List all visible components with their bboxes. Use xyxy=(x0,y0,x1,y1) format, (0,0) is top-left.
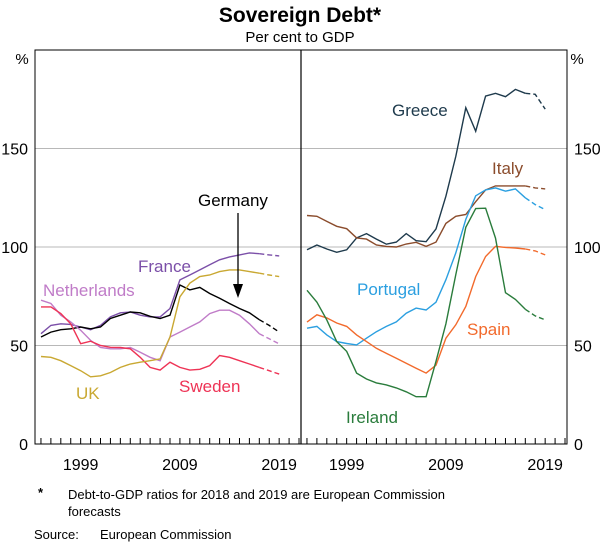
x-tick-label: 1999 xyxy=(63,457,99,474)
series-forecast-sweden xyxy=(259,366,280,375)
footnote-line1: Debt-to-GDP ratios for 2018 and 2019 are… xyxy=(68,487,445,502)
series-line-greece xyxy=(306,88,526,254)
series-forecast-germany xyxy=(258,319,280,333)
series-line-italy xyxy=(306,185,526,248)
series-line-ireland xyxy=(306,207,526,398)
x-tick-label: 2009 xyxy=(428,457,464,474)
footnote-marker: * xyxy=(38,485,44,500)
series-label-greece: Greece xyxy=(392,101,448,120)
series-label-ireland: Ireland xyxy=(346,408,398,427)
source-text: European Commission xyxy=(100,527,232,542)
series-forecast-spain xyxy=(525,248,546,256)
y-tick-label: 0 xyxy=(574,437,583,454)
y-unit-right: % xyxy=(570,51,583,68)
series-forecast-portugal xyxy=(524,197,546,211)
series-line-spain xyxy=(306,245,526,374)
series-label-portugal: Portugal xyxy=(357,280,420,299)
chart-title: Sovereign Debt* xyxy=(219,4,382,27)
series-line-portugal xyxy=(306,187,526,346)
y-tick-label: 150 xyxy=(574,142,600,159)
series-label-uk: UK xyxy=(76,384,100,403)
series-forecast-france xyxy=(259,253,280,257)
y-tick-label: 100 xyxy=(574,240,600,257)
series-line-netherlands xyxy=(40,299,260,362)
x-tick-label: 2009 xyxy=(162,457,198,474)
series-forecast-ireland xyxy=(524,308,546,321)
y-tick-label: 100 xyxy=(1,240,28,257)
y-tick-label: 50 xyxy=(10,339,28,356)
series-forecast-uk xyxy=(259,272,280,278)
series-line-uk xyxy=(40,269,260,378)
series-label-netherlands: Netherlands xyxy=(43,281,135,300)
y-unit-left: % xyxy=(15,51,28,68)
series-label-spain: Spain xyxy=(467,320,510,339)
x-tick-label: 1999 xyxy=(329,457,365,474)
series-forecast-italy xyxy=(525,185,546,190)
y-tick-label: 0 xyxy=(19,437,28,454)
x-tick-label: 2019 xyxy=(261,457,297,474)
y-tick-label: 150 xyxy=(1,142,28,159)
source-label: Source: xyxy=(34,527,79,542)
series-label-france: France xyxy=(138,257,191,276)
series-forecast-greece xyxy=(525,92,546,110)
series-forecast-netherlands xyxy=(258,333,280,345)
germany-arrow-head xyxy=(233,284,243,298)
series-line-sweden xyxy=(41,306,260,371)
series-label-sweden: Sweden xyxy=(179,377,240,396)
footnote-line2: forecasts xyxy=(68,504,121,519)
series-label-germany: Germany xyxy=(198,191,268,210)
y-tick-label: 50 xyxy=(574,339,592,356)
series-label-italy: Italy xyxy=(492,159,524,178)
chart-subtitle: Per cent to GDP xyxy=(245,29,354,46)
x-tick-label: 2019 xyxy=(527,457,563,474)
